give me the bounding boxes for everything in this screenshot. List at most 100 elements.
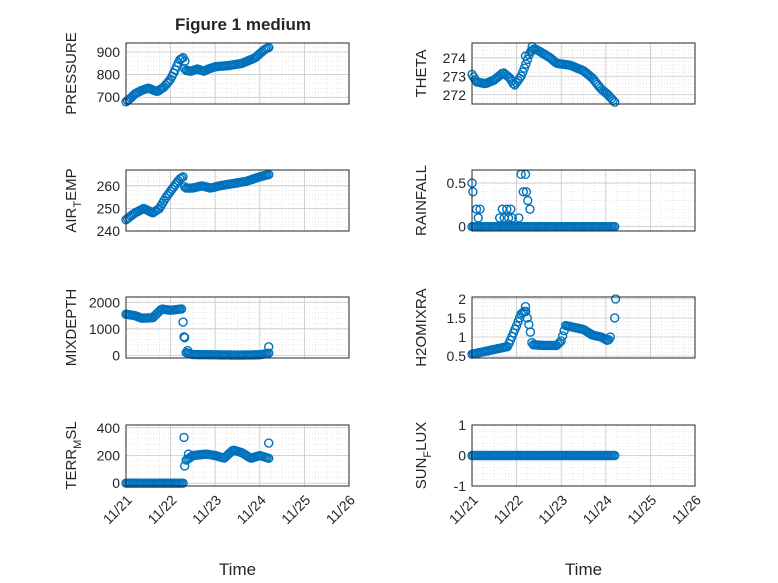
subplot-pressure: 700 800 900 PRESSURE <box>63 32 350 115</box>
axes-box <box>125 296 350 359</box>
axes-box <box>125 169 350 232</box>
x-tick-label: 11/24 <box>233 492 269 528</box>
data-point <box>610 313 620 323</box>
data-point <box>264 42 274 53</box>
y-axis-label: THETA <box>413 49 430 97</box>
data-point <box>264 348 274 358</box>
data-point <box>494 213 505 223</box>
data-point <box>264 453 274 463</box>
subplot-theta: 272 273 274 THETA <box>413 41 696 107</box>
axes-box <box>125 424 350 487</box>
y-tick-label: 800 <box>97 67 121 83</box>
y-tick-label: 260 <box>97 178 121 194</box>
data-point <box>151 309 161 320</box>
y-label-main: PRESSURE <box>63 32 80 115</box>
y-tick-label: 1 <box>458 329 466 345</box>
y-axis-label: SUNFLUX <box>413 422 434 490</box>
y-label-tail: EMP <box>63 168 80 201</box>
y-axis-label: MIXDEPTH <box>63 289 80 367</box>
x-tick-label: 11/24 <box>579 492 615 528</box>
data-point <box>176 304 187 314</box>
data-point <box>519 63 530 73</box>
y-tick-label: 1.5 <box>447 310 467 326</box>
data-point <box>506 204 516 214</box>
y-tick-label: 272 <box>443 87 467 103</box>
axes-box <box>471 169 696 232</box>
y-tick-label: 200 <box>97 448 121 464</box>
data-point <box>518 187 528 197</box>
y-axis-label: TERRMSL <box>63 421 84 489</box>
x-tick-label: 11/21 <box>446 492 482 528</box>
subplot-air-temp: 240 250 260 AIRTEMP <box>63 168 350 239</box>
x-tick-label: 11/26 <box>323 492 359 528</box>
x-tick-label: 11/25 <box>624 492 660 528</box>
axes-box <box>125 42 350 105</box>
y-label-subscript: T <box>72 201 84 208</box>
x-tick-label: 11/23 <box>189 492 225 528</box>
data-point <box>605 332 615 342</box>
y-tick-label: 0 <box>458 219 466 235</box>
data-point <box>264 169 274 180</box>
x-tick-label: 11/21 <box>100 492 136 528</box>
data-point <box>557 331 568 341</box>
axes-box <box>471 42 696 105</box>
data-point <box>502 204 512 214</box>
y-tick-label: 2000 <box>89 294 120 310</box>
data-point <box>525 327 536 337</box>
x-tick-label: 11/22 <box>144 492 180 528</box>
y-tick-label: 2 <box>458 291 466 307</box>
data-point <box>553 339 563 349</box>
data-point <box>179 332 189 342</box>
data-point <box>610 294 621 304</box>
y-axis-label: RAINFALL <box>413 165 430 236</box>
data-point <box>520 51 531 61</box>
data-point <box>602 89 612 99</box>
y-label-subscript: F <box>422 451 434 458</box>
y-axis-label: AIRTEMP <box>63 168 84 232</box>
x-tick-label: 11/23 <box>535 492 571 528</box>
y-axis-label: PRESSURE <box>63 32 80 115</box>
y-tick-label: 274 <box>443 50 467 66</box>
data-point <box>522 313 533 323</box>
x-tick-label: 11/22 <box>490 492 526 528</box>
y-label-main: MIXDEPTH <box>63 289 80 367</box>
data-point <box>556 336 566 346</box>
y-label-main: RAINFALL <box>413 165 430 236</box>
data-point <box>178 478 188 488</box>
data-point <box>520 301 531 312</box>
y-label-main: THETA <box>413 49 430 97</box>
data-point <box>178 172 188 182</box>
data-point <box>514 213 524 223</box>
x-axis-label: Time <box>219 560 256 579</box>
data-point <box>176 173 187 183</box>
y-tick-label: 1 <box>458 417 466 433</box>
data-point <box>264 438 274 448</box>
data-point <box>264 342 274 352</box>
data-point <box>475 204 485 214</box>
data-point <box>473 213 483 223</box>
y-tick-label: 0 <box>112 475 120 491</box>
y-tick-label: 0.5 <box>447 348 467 364</box>
subplot-mixdepth: 0 1000 2000 MIXDEPTH <box>63 289 350 367</box>
data-point <box>521 187 532 197</box>
data-point <box>610 97 620 107</box>
axes-box <box>471 296 696 359</box>
data-point <box>503 213 514 223</box>
data-point <box>164 76 174 86</box>
data-point <box>180 56 190 66</box>
data-point <box>521 306 531 317</box>
y-tick-label: 1000 <box>89 321 120 337</box>
y-tick-label: 0 <box>112 347 120 363</box>
y-tick-label: 250 <box>97 200 121 216</box>
y-label-tail: LUX <box>413 422 430 451</box>
y-tick-label: 700 <box>97 89 121 105</box>
data-point <box>468 187 478 197</box>
data-point <box>178 317 188 327</box>
subplot-sun-flux: -1 0 1 11/21 11/22 11/23 11/24 11/25 11/26 SUNFLU… <box>413 417 704 579</box>
y-label-main: SUN <box>413 458 430 490</box>
data-point <box>507 213 517 223</box>
figure-title: Figure 1 medium <box>175 15 311 34</box>
y-tick-label: 240 <box>97 223 121 239</box>
y-label-main: TERR <box>63 449 80 490</box>
y-tick-label: -1 <box>454 478 467 494</box>
